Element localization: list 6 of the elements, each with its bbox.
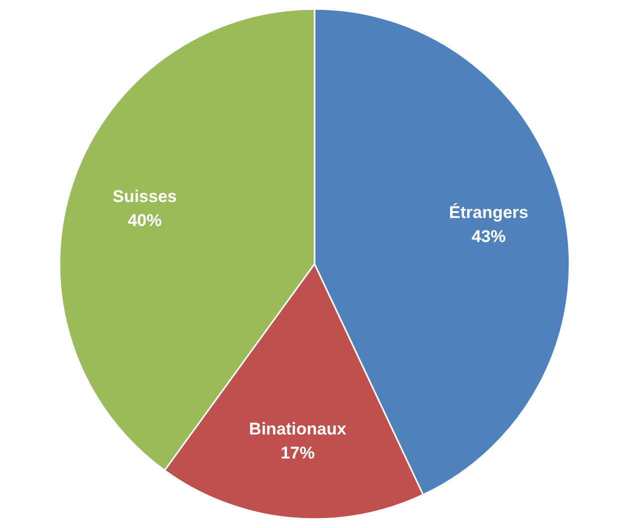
slice-label: Suisses	[112, 186, 177, 206]
data-label: 17%	[280, 444, 315, 463]
data-label: 43%	[472, 227, 506, 246]
slice-label: Binationaux	[249, 420, 347, 439]
slice-label: Étrangers	[449, 202, 528, 222]
data-label: 40%	[128, 210, 162, 230]
